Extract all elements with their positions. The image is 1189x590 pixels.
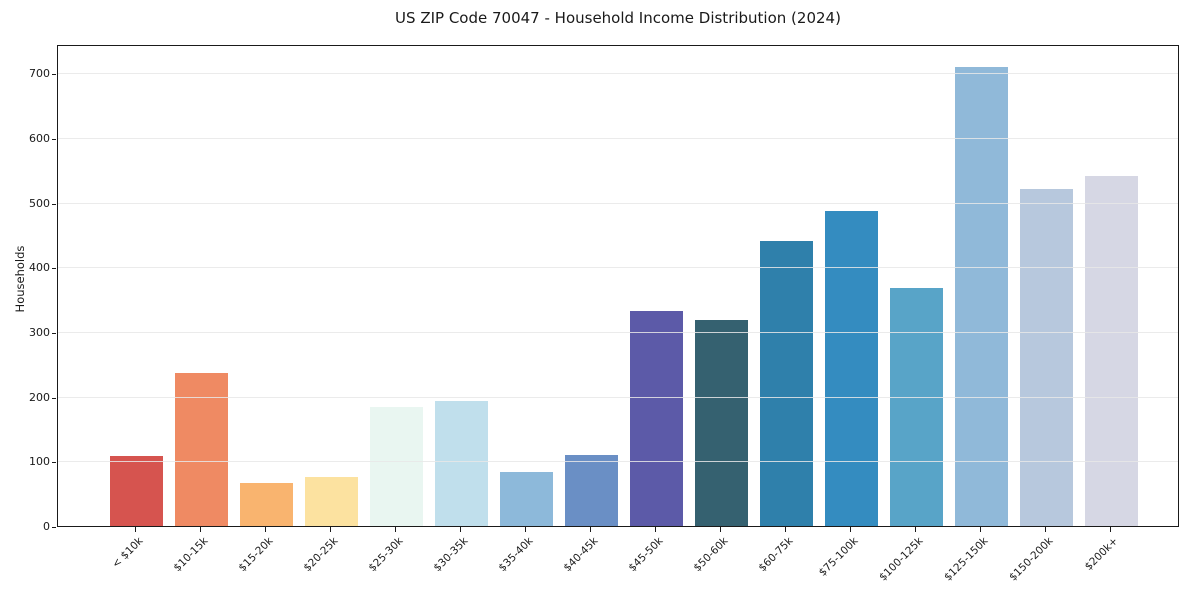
- plot-area: [57, 45, 1179, 527]
- x-tick-mark: [720, 527, 721, 532]
- bar: [629, 311, 683, 526]
- x-tick-mark: [330, 527, 331, 532]
- x-tick-mark: [1110, 527, 1111, 532]
- bar: [109, 456, 163, 526]
- bar: [174, 372, 228, 526]
- bar: [759, 241, 813, 526]
- chart-title: US ZIP Code 70047 - Household Income Dis…: [395, 9, 841, 27]
- bar: [954, 66, 1008, 526]
- y-tick-mark: [52, 332, 56, 334]
- y-tick-label: 300: [29, 325, 50, 339]
- bar: [824, 210, 878, 526]
- x-tick-mark: [850, 527, 851, 532]
- x-tick-mark: [395, 527, 396, 532]
- y-tick-mark: [52, 138, 56, 140]
- x-tick-mark: [785, 527, 786, 532]
- bar: [499, 472, 553, 526]
- bar: [369, 406, 423, 526]
- x-tick-mark: [590, 527, 591, 532]
- bar: [434, 401, 488, 526]
- x-tick-mark: [655, 527, 656, 532]
- gridline: [58, 202, 1178, 204]
- y-tick-mark: [52, 74, 56, 76]
- y-tick-label: 400: [29, 261, 50, 275]
- gridline: [58, 331, 1178, 333]
- x-tick-mark: [200, 527, 201, 532]
- y-tick-label: 600: [29, 131, 50, 145]
- x-tick-mark: [915, 527, 916, 532]
- bar: [1019, 188, 1073, 526]
- y-tick-label: 700: [29, 67, 50, 81]
- x-tick-mark: [980, 527, 981, 532]
- x-tick-mark: [135, 527, 136, 532]
- y-tick-mark: [52, 462, 56, 464]
- y-axis-label: Households: [13, 245, 27, 313]
- bar: [694, 320, 748, 526]
- gridline: [58, 396, 1178, 398]
- x-tick-label: < $10k: [109, 535, 146, 571]
- gridline: [58, 267, 1178, 269]
- bar: [564, 455, 618, 526]
- x-tick-mark: [265, 527, 266, 532]
- gridline: [58, 137, 1178, 139]
- y-tick-mark: [52, 527, 56, 528]
- y-tick-label: 0: [43, 520, 50, 533]
- y-tick-mark: [52, 268, 56, 270]
- y-tick-label: 500: [29, 196, 50, 210]
- gridline: [58, 461, 1178, 463]
- y-tick-mark: [52, 397, 56, 399]
- bar: [239, 483, 293, 526]
- x-tick-mark: [1045, 527, 1046, 532]
- bar: [889, 287, 943, 526]
- y-tick-label: 200: [29, 390, 50, 404]
- y-tick-mark: [52, 203, 56, 205]
- x-tick-mark: [525, 527, 526, 532]
- x-tick-mark: [460, 527, 461, 532]
- bar: [1084, 175, 1138, 526]
- bar: [304, 477, 358, 526]
- gridline: [58, 73, 1178, 75]
- y-tick-label: 100: [29, 455, 50, 469]
